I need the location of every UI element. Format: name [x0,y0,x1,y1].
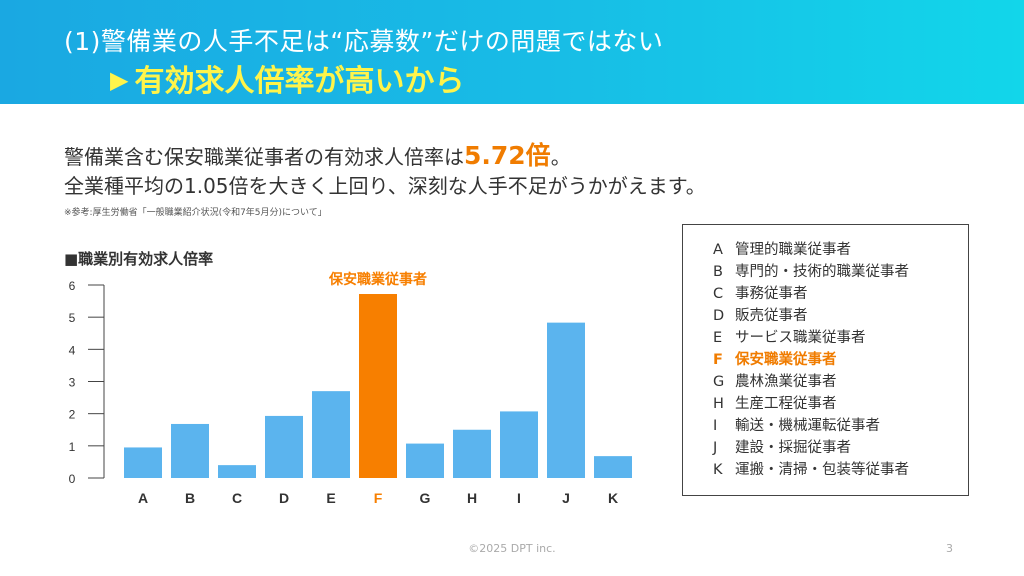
x-tick-label-b: B [185,490,195,506]
bar-i [500,411,538,478]
legend-label: 生産工程従事者 [735,396,837,412]
header-subtitle-text: 有効求人倍率が高いから [134,64,465,99]
legend-code: G [713,374,725,390]
category-legend: A 管理的職業従事者 B 専門的・技術的職業従事者 C 事務従事者 D 販売従事者 E サービス職… [682,224,969,496]
bar-k [594,456,632,478]
legend-label: 販売従事者 [735,308,808,324]
legend-code: K [713,462,723,478]
legend-label: 専門的・技術的職業従事者 [735,264,909,280]
y-tick-label: 5 [69,311,76,325]
source-note: ※参考:厚生労働省「一般職業紹介状況(令和7年5月分)について」 [64,208,327,218]
copyright: ©2025 DPT inc. [468,542,556,555]
legend-label: 管理的職業従事者 [735,242,851,258]
bars [124,294,632,478]
page-number: 3 [946,542,953,555]
y-axis: 0 1 2 3 4 5 6 [69,279,105,486]
bar-h [453,429,491,478]
legend-label: 保安職業従事者 [735,352,837,368]
x-tick-label-g: G [420,490,431,506]
header-subtitle: ▶ 有効求人倍率が高いから [110,56,464,100]
x-tick-label-d: D [279,490,289,506]
x-tick-label-i: I [517,490,521,506]
y-tick-label: 6 [69,279,76,293]
legend-code: D [713,308,725,324]
y-tick-label: 1 [69,440,76,454]
legend-code: F [713,352,723,368]
header-banner: (1)警備業の人手不足は“応募数”だけの問題ではない ▶ 有効求人倍率が高いから [0,0,1024,104]
legend-label: サービス職業従事者 [735,330,866,346]
x-axis-labels: A B C D E F G H I J K [138,490,618,506]
legend-item-e: E サービス職業従事者 [713,327,968,349]
legend-code: I [713,418,718,434]
legend-item-a: A 管理的職業従事者 [713,239,968,261]
y-tick-label: 4 [69,343,76,357]
legend-item-f: F 保安職業従事者 [713,349,968,371]
legend-code: C [713,286,724,302]
bar-d [265,415,303,478]
x-tick-label-c: C [232,490,242,506]
legend-label: 建設・採掘従事者 [735,440,851,456]
legend-item-b: B 専門的・技術的職業従事者 [713,261,968,283]
highlight-bar-label: 保安職業従事者 [328,271,427,288]
bar-b [171,423,209,478]
legend-item-c: C 事務従事者 [713,283,968,305]
lead-line-1-post: 。 [550,145,571,169]
bar-g [406,443,444,478]
lead-line-1-pre: 警備業含む保安職業従事者の有効求人倍率は [64,145,464,169]
x-tick-label-j: J [562,490,570,506]
legend-code: B [713,264,723,280]
legend-item-h: H 生産工程従事者 [713,393,968,415]
bar-a [124,447,162,478]
bar-c [218,465,256,478]
lead-line-2: 全業種平均の1.05倍を大きく上回り、深刻な人手不足がうかがえます。 [64,174,706,198]
header-title: (1)警備業の人手不足は“応募数”だけの問題ではない [64,27,664,56]
legend-item-j: J 建設・採掘従事者 [713,437,968,459]
legend-code: H [713,396,724,412]
x-tick-label-a: A [138,490,148,506]
legend-item-d: D 販売従事者 [713,305,968,327]
legend-label: 運搬・清掃・包装等従事者 [735,462,909,478]
bar-j [547,322,585,478]
legend-list: A 管理的職業従事者 B 専門的・技術的職業従事者 C 事務従事者 D 販売従事者 E サービス職… [713,239,968,481]
lead-highlight-value: 5.72倍 [464,141,551,170]
legend-item-i: I 輸送・機械運転従事者 [713,415,968,437]
x-tick-label-e: E [326,490,335,506]
bar-chart: 0 1 2 3 4 5 6 A B C D E F G H I J K 保安職業従事者 [69,271,632,506]
legend-label: 事務従事者 [735,286,808,302]
legend-item-g: G 農林漁業従事者 [713,371,968,393]
legend-code: J [713,440,718,456]
x-tick-label-f: F [374,490,383,506]
y-tick-label: 3 [69,376,76,390]
lead-line-1: 警備業含む保安職業従事者の有効求人倍率は5.72倍。 [64,136,571,172]
bar-e [312,391,350,478]
bar-f [359,294,397,478]
legend-label: 農林漁業従事者 [735,374,837,390]
legend-item-k: K 運搬・清掃・包装等従事者 [713,459,968,481]
chart-title: ■職業別有効求人倍率 [64,250,214,268]
legend-label: 輸送・機械運転従事者 [735,418,880,434]
y-tick-label: 0 [69,472,76,486]
legend-code: A [713,242,723,258]
x-tick-label-h: H [467,490,477,506]
triangle-right-icon: ▶ [110,66,129,94]
y-tick-label: 2 [69,408,76,422]
legend-code: E [713,330,723,346]
x-tick-label-k: K [608,490,618,506]
